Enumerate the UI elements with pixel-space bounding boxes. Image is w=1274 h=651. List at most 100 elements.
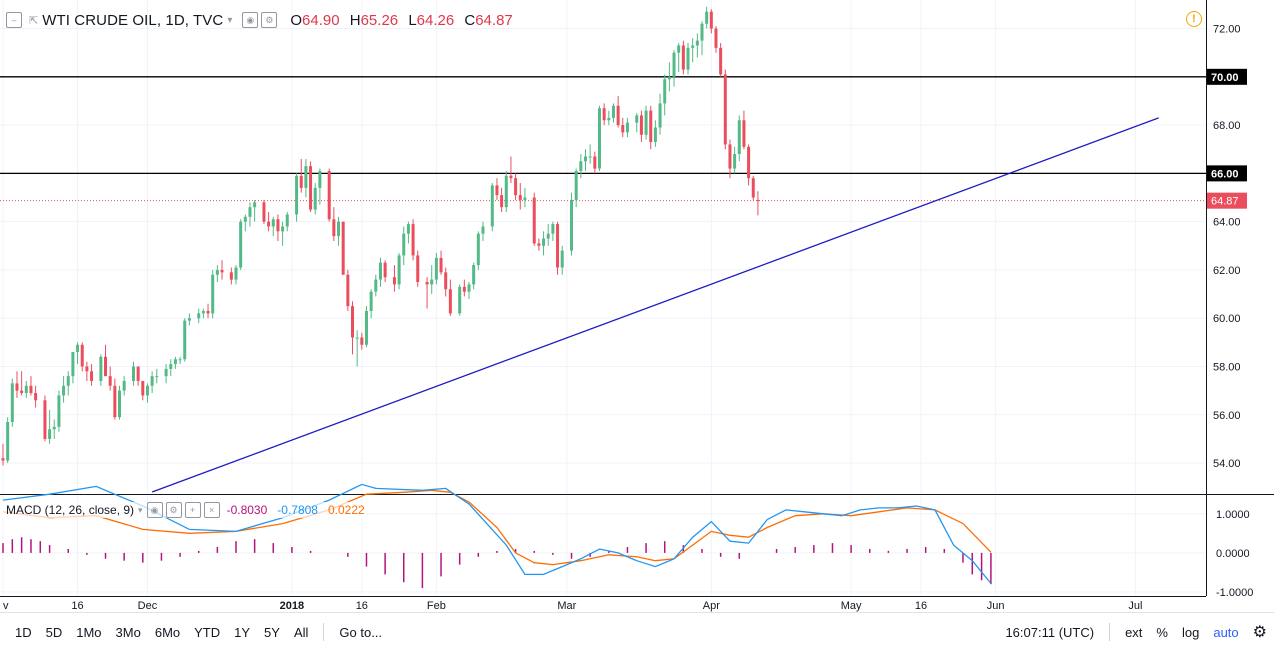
- candle-body: [313, 187, 317, 210]
- candle-body: [705, 11, 709, 24]
- candle-body: [509, 175, 513, 179]
- last-price-badge-label: 64.87: [1211, 196, 1239, 208]
- log-toggle[interactable]: log: [1181, 624, 1200, 640]
- candle-body: [644, 110, 648, 135]
- time-tick-label: Feb: [427, 600, 446, 612]
- candle-body: [723, 74, 727, 145]
- candle-body: [458, 286, 462, 314]
- close-value: 64.87: [475, 11, 513, 29]
- candle-body: [234, 267, 238, 280]
- candle-body: [34, 393, 38, 401]
- collapse-icon[interactable]: –: [6, 12, 22, 28]
- symbol-title[interactable]: WTI CRUDE OIL, 1D, TVC: [42, 11, 224, 29]
- candle-body: [406, 224, 410, 234]
- candle-body: [262, 202, 266, 222]
- candle-body: [709, 11, 713, 29]
- candle-body: [169, 364, 173, 369]
- candle-body: [309, 166, 313, 210]
- clock-time[interactable]: 16:07:11 (UTC): [1005, 624, 1095, 640]
- candle-body: [304, 166, 308, 188]
- candle-body: [402, 233, 406, 256]
- candle-body: [677, 45, 681, 53]
- macd-settings-icon[interactable]: ⚙: [165, 502, 182, 518]
- range-1mo[interactable]: 1Mo: [76, 624, 102, 640]
- candle-body: [360, 337, 364, 345]
- candle-body: [378, 262, 382, 280]
- settings-icon[interactable]: ⚙: [261, 12, 278, 28]
- candle-body: [71, 352, 75, 377]
- eye-icon[interactable]: ◉: [242, 12, 259, 28]
- candle-body: [145, 385, 149, 396]
- range-3mo[interactable]: 3Mo: [115, 624, 141, 640]
- range-5y[interactable]: 5Y: [264, 624, 280, 640]
- close-label: C: [464, 11, 476, 29]
- candle-body: [621, 125, 625, 133]
- candle-body: [383, 262, 387, 278]
- range-6mo[interactable]: 6Mo: [154, 624, 181, 640]
- candle-body: [518, 195, 522, 200]
- candle-body: [239, 221, 243, 268]
- arrows-icon[interactable]: ⇱: [29, 14, 39, 27]
- price-tick-label: 56.00: [1213, 410, 1241, 422]
- candle-body: [691, 45, 695, 48]
- candle-body: [663, 79, 667, 104]
- ext-toggle[interactable]: ext: [1125, 624, 1143, 640]
- bottom-right-controls: 16:07:11 (UTC) ext % log auto ⚙: [998, 613, 1274, 651]
- candle-body: [271, 219, 275, 227]
- candle-body: [150, 376, 154, 386]
- macd-title[interactable]: MACD (12, 26, close, 9): [6, 503, 135, 517]
- level-badge: [1207, 165, 1247, 182]
- percent-toggle[interactable]: %: [1156, 624, 1168, 640]
- candle-body: [327, 170, 331, 220]
- candle-body: [197, 313, 201, 319]
- candle-body: [1, 458, 5, 461]
- candle-body: [667, 76, 671, 80]
- candle-body: [20, 390, 24, 394]
- candle-body: [211, 274, 215, 314]
- candle-body: [392, 277, 396, 285]
- candle-body: [62, 385, 66, 396]
- candle-body: [588, 156, 592, 158]
- range-1y[interactable]: 1Y: [234, 624, 251, 640]
- open-value: 64.90: [302, 11, 340, 29]
- range-ytd[interactable]: YTD: [194, 624, 221, 640]
- auto-toggle[interactable]: auto: [1213, 624, 1239, 640]
- time-tick-label: May: [841, 600, 862, 612]
- candle-body: [141, 380, 145, 396]
- trendline: [151, 117, 1159, 493]
- candle-body: [355, 337, 359, 339]
- range-5d[interactable]: 5D: [45, 624, 63, 640]
- warning-icon[interactable]: !: [1186, 11, 1202, 27]
- price-tick-label: 58.00: [1213, 361, 1241, 373]
- macd-chevron-icon[interactable]: ▾: [138, 504, 143, 515]
- candle-body: [444, 272, 448, 290]
- range-1d[interactable]: 1D: [15, 624, 32, 640]
- candle-body: [616, 105, 620, 126]
- candle-body: [434, 257, 438, 280]
- price-tick-label: 68.00: [1213, 120, 1241, 132]
- candle-body: [504, 175, 508, 208]
- candle-body: [183, 320, 187, 360]
- gear-icon[interactable]: ⚙: [1252, 624, 1267, 641]
- range-all[interactable]: All: [293, 624, 309, 640]
- candle-body: [243, 216, 247, 222]
- chevron-down-icon[interactable]: ▾: [227, 14, 233, 26]
- toolbar-divider: [323, 623, 325, 641]
- goto-button[interactable]: Go to...: [339, 624, 383, 640]
- macd-close-icon[interactable]: ×: [203, 502, 220, 518]
- candle-body: [430, 279, 434, 285]
- candle-body: [346, 274, 350, 307]
- time-tick-label: Mar: [557, 600, 576, 612]
- candle-body: [472, 265, 476, 285]
- bottom-toolbar: 1D 5D 1Mo 3Mo 6Mo YTD 1Y 5Y All Go to...…: [0, 612, 1274, 651]
- chart-canvas[interactable]: 54.00 56.00 58.00 60.00 62.00 64.00 66.00 68.00…: [0, 0, 1274, 612]
- high-label: H: [349, 11, 361, 29]
- candle-body: [43, 400, 47, 439]
- candle-body: [248, 207, 252, 217]
- candle-body: [332, 219, 336, 237]
- macd-eye-icon[interactable]: ◉: [146, 502, 163, 518]
- macd-add-icon[interactable]: +: [184, 502, 201, 518]
- macd-tick-label: 0.0000: [1216, 548, 1250, 560]
- candle-body: [90, 371, 94, 381]
- candle-body: [733, 154, 737, 169]
